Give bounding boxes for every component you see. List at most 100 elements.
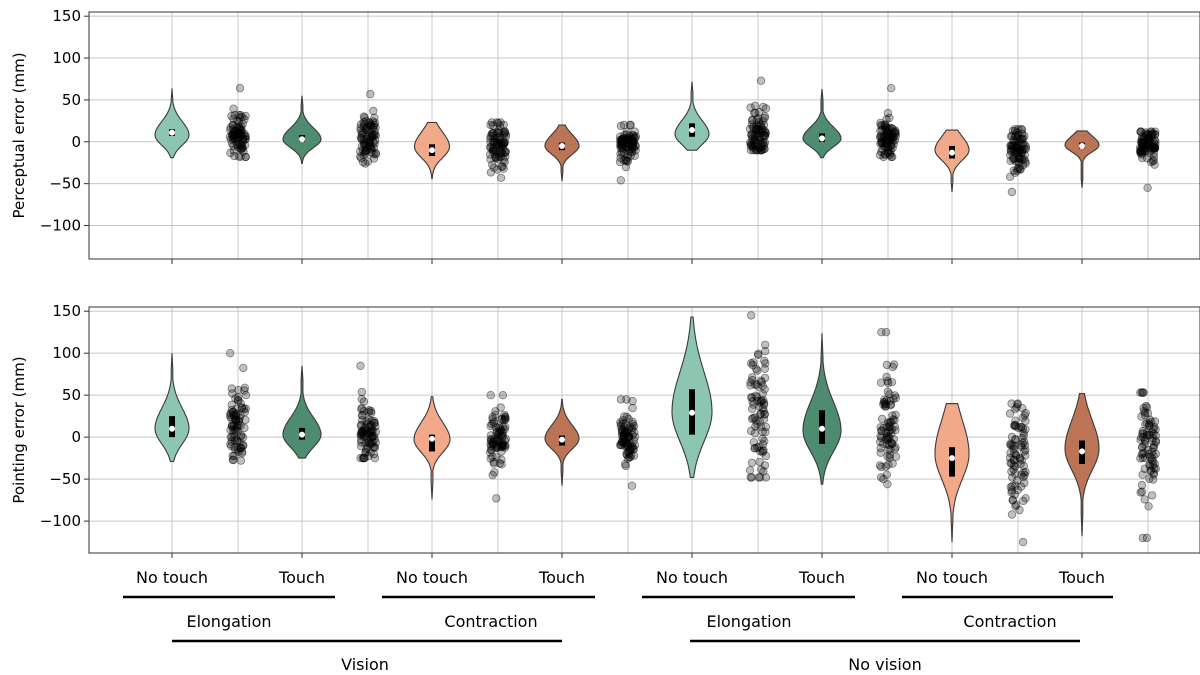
data-point	[1013, 485, 1022, 495]
data-point	[880, 395, 889, 404]
data-point	[878, 133, 887, 143]
data-point	[758, 389, 767, 398]
data-point	[882, 137, 891, 147]
data-point	[751, 422, 760, 431]
yticks-bottom: −100 −50 0 50 100 150	[40, 302, 1083, 558]
data-point	[754, 114, 763, 123]
data-point	[496, 143, 506, 152]
data-point	[493, 441, 503, 451]
data-point	[1140, 464, 1149, 473]
data-point	[1141, 420, 1150, 429]
data-point	[362, 141, 371, 151]
data-point	[370, 113, 379, 122]
data-point	[886, 426, 895, 435]
data-point	[232, 436, 242, 446]
data-point	[1015, 505, 1024, 515]
data-point	[747, 414, 757, 424]
data-point	[227, 130, 237, 140]
data-point	[759, 406, 768, 416]
data-point	[877, 414, 887, 424]
data-point	[1017, 135, 1026, 144]
data-point	[486, 445, 496, 455]
data-point	[631, 132, 641, 141]
data-point	[616, 418, 625, 427]
data-point	[750, 131, 759, 140]
data-point	[1146, 144, 1156, 153]
data-point	[887, 152, 896, 162]
data-point	[1011, 462, 1020, 471]
data-point	[229, 127, 238, 137]
data-point	[888, 152, 897, 162]
data-point	[1150, 130, 1160, 139]
data-point	[489, 137, 498, 146]
data-point	[359, 150, 368, 159]
data-point	[234, 396, 243, 405]
ytick-label: 50	[62, 386, 81, 404]
data-point	[1008, 142, 1017, 151]
data-point	[363, 122, 372, 131]
data-point	[882, 128, 892, 137]
data-point	[626, 452, 635, 462]
data-point	[1147, 456, 1157, 465]
data-point	[500, 410, 509, 420]
data-point	[237, 142, 247, 151]
data-point	[233, 445, 243, 454]
data-point	[1006, 147, 1016, 156]
data-point	[362, 116, 371, 126]
data-point	[748, 141, 757, 151]
data-point	[1137, 443, 1147, 452]
data-point	[881, 328, 891, 337]
data-point	[369, 154, 379, 163]
data-point	[1147, 130, 1157, 139]
data-point	[1007, 432, 1017, 442]
data-point	[233, 128, 242, 137]
data-point	[1137, 138, 1147, 147]
data-point	[755, 135, 764, 145]
data-point	[629, 137, 639, 146]
data-point	[886, 141, 895, 151]
data-point	[1014, 163, 1023, 172]
data-point	[1138, 453, 1147, 462]
data-point	[877, 328, 886, 337]
data-point	[1149, 144, 1158, 153]
data-point	[761, 473, 771, 482]
data-point	[1137, 148, 1147, 157]
data-point	[622, 429, 631, 438]
data-point	[357, 153, 366, 163]
data-point	[1011, 416, 1020, 425]
data-point	[1148, 143, 1158, 152]
data-point	[1139, 146, 1148, 155]
data-point	[1015, 154, 1024, 163]
data-point	[621, 429, 631, 438]
data-point	[628, 139, 637, 148]
data-point	[889, 435, 899, 444]
data-point	[1139, 403, 1148, 413]
ytick-label: 150	[52, 7, 81, 25]
data-point	[1149, 144, 1159, 153]
data-point	[891, 426, 900, 435]
data-point	[367, 431, 377, 441]
data-point	[1151, 137, 1160, 146]
movement-label: Elongation	[186, 612, 271, 631]
data-point	[1147, 491, 1157, 500]
data-point	[1136, 127, 1145, 136]
data-point	[760, 409, 769, 419]
data-point	[1148, 129, 1157, 138]
data-point	[1147, 417, 1156, 426]
data-point	[620, 130, 629, 140]
data-point	[1147, 453, 1156, 462]
data-point	[1008, 473, 1017, 482]
data-point	[359, 121, 369, 131]
data-point	[617, 419, 626, 429]
data-point	[629, 138, 638, 147]
data-point	[882, 470, 891, 479]
data-point	[368, 131, 377, 141]
data-point	[624, 424, 634, 434]
data-point	[362, 426, 371, 435]
data-point	[1011, 404, 1020, 414]
data-point	[1150, 143, 1159, 152]
data-point	[370, 130, 379, 140]
plot-bottom	[154, 311, 1161, 547]
data-point	[498, 144, 507, 153]
data-point	[751, 125, 761, 134]
